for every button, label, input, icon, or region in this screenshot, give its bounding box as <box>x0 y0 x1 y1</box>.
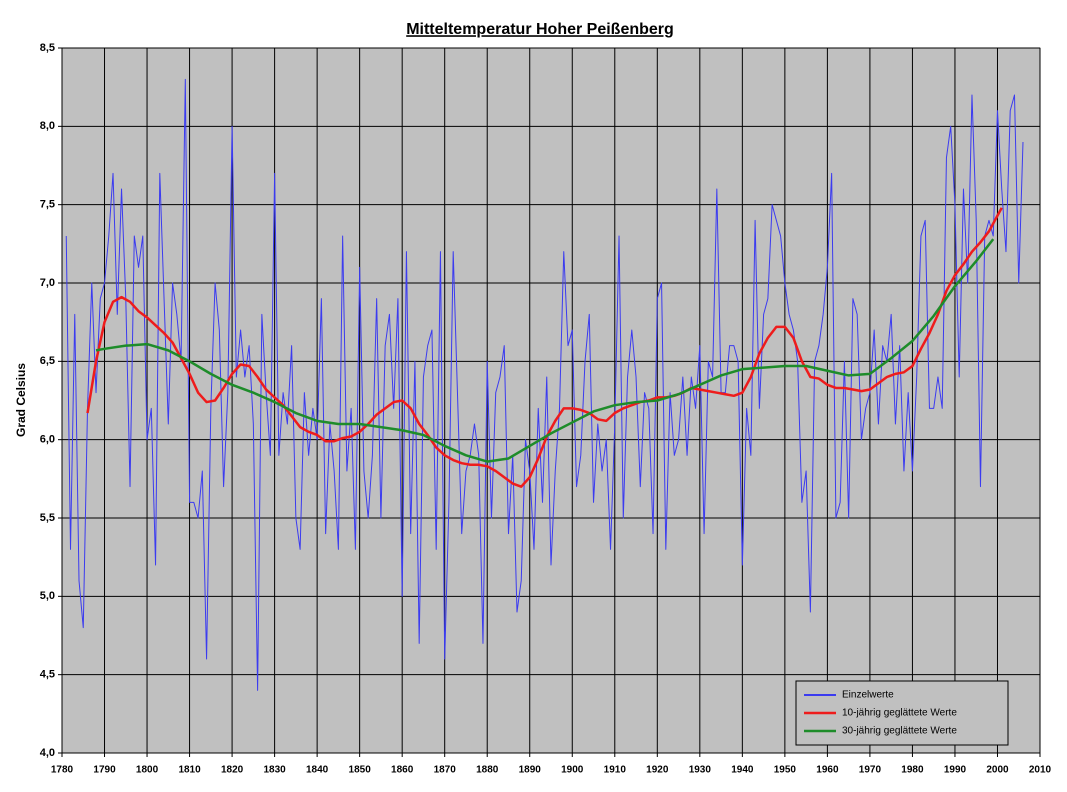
x-tick-label: 1850 <box>349 765 372 776</box>
x-tick-label: 1940 <box>731 765 754 776</box>
x-tick-label: 1870 <box>434 765 457 776</box>
x-tick-label: 1810 <box>178 765 201 776</box>
chart-title: Mitteltemperatur Hoher Peißenberg <box>406 21 674 38</box>
y-tick-label: 7,5 <box>40 199 55 211</box>
x-tick-label: 1970 <box>859 765 882 776</box>
y-axis-label: Grad Celsius <box>14 363 28 437</box>
y-tick-label: 5,5 <box>40 512 55 524</box>
x-tick-label: 1890 <box>519 765 542 776</box>
x-tick-label: 1820 <box>221 765 244 776</box>
y-tick-label: 4,0 <box>40 747 55 759</box>
legend-label: 30-jährig geglättete Werte <box>842 726 957 737</box>
x-tick-label: 1780 <box>51 765 74 776</box>
y-tick-label: 6,0 <box>40 434 55 446</box>
x-tick-label: 1950 <box>774 765 797 776</box>
y-tick-label: 8,0 <box>40 120 55 132</box>
y-tick-label: 7,0 <box>40 277 55 289</box>
x-tick-label: 1880 <box>476 765 499 776</box>
legend-label: 10-jährig geglättete Werte <box>842 708 957 719</box>
x-tick-label: 2010 <box>1029 765 1052 776</box>
data-line <box>95 238 995 463</box>
x-tick-label: 1960 <box>816 765 839 776</box>
x-tick-label: 1920 <box>646 765 669 776</box>
x-tick-label: 1900 <box>561 765 584 776</box>
x-tick-label: 1830 <box>263 765 286 776</box>
y-tick-label: 8,5 <box>40 42 55 54</box>
x-tick-label: 1790 <box>93 765 116 776</box>
x-tick-label: 1910 <box>604 765 627 776</box>
x-tick-label: 2000 <box>986 765 1009 776</box>
legend-label: Einzelwerte <box>842 690 894 701</box>
y-tick-label: 6,5 <box>40 355 55 367</box>
x-tick-label: 1860 <box>391 765 414 776</box>
x-tick-label: 1980 <box>901 765 924 776</box>
y-tick-label: 4,5 <box>40 669 55 681</box>
x-tick-label: 1990 <box>944 765 967 776</box>
x-tick-label: 1800 <box>136 765 159 776</box>
x-tick-label: 1930 <box>689 765 712 776</box>
y-tick-label: 5,0 <box>40 590 55 602</box>
x-tick-label: 1840 <box>306 765 329 776</box>
